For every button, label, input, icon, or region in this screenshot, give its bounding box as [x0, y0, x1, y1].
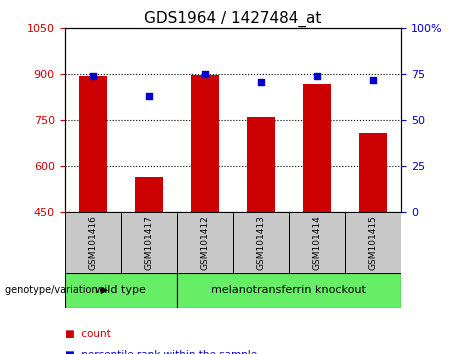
Point [369, 77, 377, 83]
FancyBboxPatch shape [233, 212, 289, 273]
Bar [191, 75, 219, 212]
Text: ■  percentile rank within the sample: ■ percentile rank within the sample [65, 350, 257, 354]
Text: GSM101414: GSM101414 [313, 215, 321, 270]
FancyBboxPatch shape [177, 212, 233, 273]
Point [145, 93, 152, 99]
Text: genotype/variation ▶: genotype/variation ▶ [5, 285, 108, 295]
FancyBboxPatch shape [65, 212, 121, 273]
Point [257, 79, 265, 85]
Text: GSM101415: GSM101415 [368, 215, 378, 270]
Text: melanotransferrin knockout: melanotransferrin knockout [212, 285, 366, 295]
FancyBboxPatch shape [177, 273, 401, 308]
Text: ■  count: ■ count [65, 329, 110, 339]
FancyBboxPatch shape [65, 273, 177, 308]
FancyBboxPatch shape [345, 212, 401, 273]
Point [89, 73, 96, 79]
FancyBboxPatch shape [289, 212, 345, 273]
Text: GSM101417: GSM101417 [144, 215, 153, 270]
Title: GDS1964 / 1427484_at: GDS1964 / 1427484_at [144, 11, 321, 27]
Bar [303, 84, 331, 212]
Bar [359, 133, 387, 212]
Text: GSM101413: GSM101413 [256, 215, 266, 270]
Text: wild type: wild type [95, 285, 146, 295]
Bar [247, 117, 275, 212]
FancyBboxPatch shape [121, 212, 177, 273]
Bar [78, 76, 106, 212]
Bar [135, 177, 163, 212]
Point [201, 72, 208, 77]
Text: GSM101412: GSM101412 [200, 215, 209, 270]
Text: GSM101416: GSM101416 [88, 215, 97, 270]
Point [313, 73, 321, 79]
